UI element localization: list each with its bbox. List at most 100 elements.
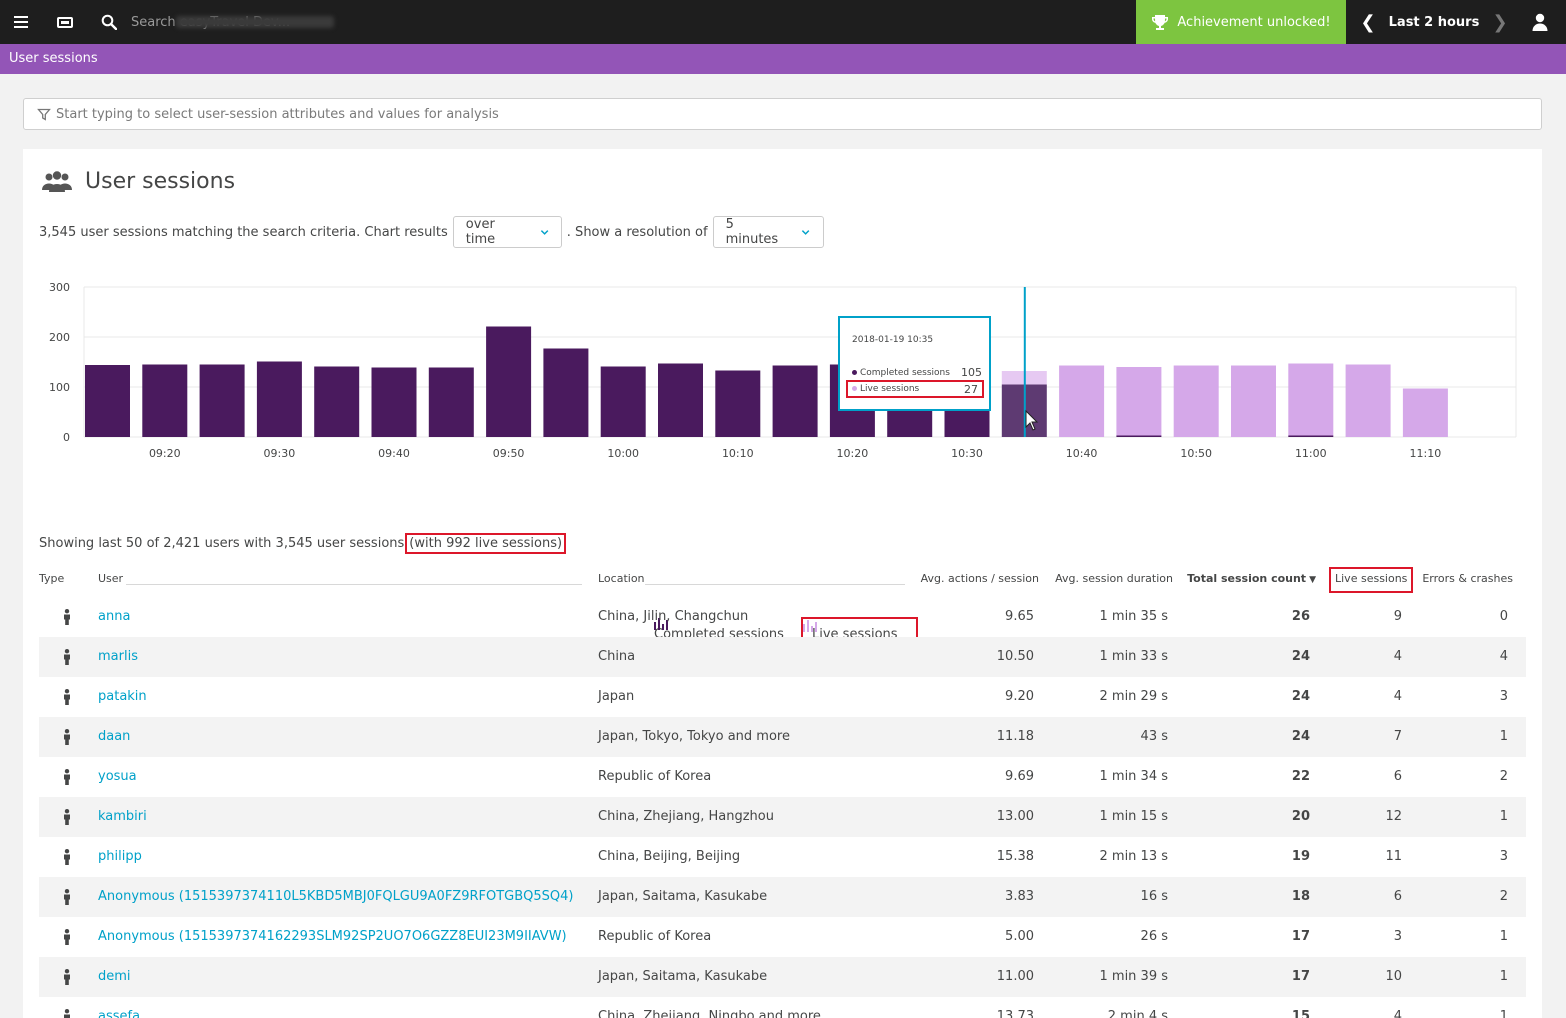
avg-duration-cell: 2 min 4 s [1107, 1009, 1168, 1018]
live-sessions-cell: 11 [1385, 849, 1402, 864]
header-location[interactable]: Location [598, 572, 645, 585]
table-row[interactable]: anna China, Jilin, Changchun 9.65 1 min 35 … [39, 597, 1526, 637]
header-errors-crashes[interactable]: Errors & crashes [1422, 572, 1513, 585]
hamburger-menu-icon[interactable] [8, 0, 34, 44]
tooltip-live-value: 27 [964, 382, 978, 396]
bar-completed-sessions[interactable] [142, 364, 188, 438]
table-row[interactable]: yosua Republic of Korea 9.69 1 min 34 s 22 6 2 [39, 757, 1526, 797]
timeframe-next-icon[interactable]: ❯ [1492, 11, 1508, 33]
location-cell: Japan [598, 689, 635, 704]
sessions-chart[interactable]: 300 200 100 0 09:20 09:30 09:40 09:50 10:00 10:10… [23, 269, 1542, 651]
bar-completed-sessions[interactable] [600, 366, 646, 438]
user-link[interactable]: yosua [98, 769, 137, 784]
errors-cell: 3 [1499, 689, 1508, 704]
chart-mode-dropdown[interactable]: over time [452, 216, 562, 248]
timeframe-prev-icon[interactable]: ❮ [1360, 11, 1376, 33]
sessions-chart-svg[interactable]: 300 200 100 0 09:20 09:30 09:40 09:50 10:00 10:10… [23, 269, 1542, 489]
table-row[interactable]: assefa China, Zhejiang, Ningbo and more 13… [39, 997, 1526, 1018]
timeframe-selector[interactable]: Last 2 hours [1388, 14, 1480, 30]
resolution-value: 5 minutes [725, 217, 779, 247]
bar-live-sessions[interactable] [1059, 365, 1105, 438]
bar-live-sessions[interactable] [1345, 364, 1391, 438]
table-row[interactable]: philipp China, Beijing, Beijing 15.38 2 min… [39, 837, 1526, 877]
person-icon [59, 877, 75, 917]
bar-completed-sessions[interactable] [256, 361, 302, 438]
table-row[interactable]: marlis China 10.50 1 min 33 s 24 4 4 [39, 637, 1526, 677]
breadcrumb-current[interactable]: User sessions [9, 51, 98, 66]
achievement-label: Achievement unlocked! [1177, 14, 1331, 30]
x-tick-label: 10:00 [607, 447, 639, 460]
user-link[interactable]: demi [98, 969, 131, 984]
header-avg-duration[interactable]: Avg. session duration [1055, 572, 1173, 585]
errors-cell: 2 [1499, 889, 1508, 904]
bar-completed-sessions[interactable] [543, 348, 589, 438]
user-link[interactable]: daan [98, 729, 131, 744]
screen-icon[interactable] [54, 0, 76, 44]
total-sessions-cell: 15 [1291, 1009, 1310, 1018]
errors-cell: 1 [1499, 1009, 1508, 1018]
tooltip-completed-value: 105 [961, 366, 982, 379]
table-row[interactable]: Anonymous (1515397374110L5KBD5MBJ0FQLGU9… [39, 877, 1526, 917]
filter-bar[interactable] [23, 98, 1542, 130]
achievement-button[interactable]: Achievement unlocked! [1136, 0, 1346, 44]
bar-completed-sessions[interactable] [772, 365, 818, 438]
user-link[interactable]: Anonymous (1515397374162293SLM92SP2UO7O6… [98, 929, 567, 944]
user-link[interactable]: philipp [98, 849, 142, 864]
x-tick-label: 10:20 [837, 447, 869, 460]
filter-input[interactable] [56, 106, 1541, 122]
table-row[interactable]: patakin Japan 9.20 2 min 29 s 24 4 3 [39, 677, 1526, 717]
errors-cell: 4 [1499, 649, 1508, 664]
errors-cell: 1 [1499, 729, 1508, 744]
bar-live-sessions[interactable] [1231, 365, 1276, 438]
user-link[interactable]: marlis [98, 649, 138, 664]
header-user[interactable]: User [98, 572, 124, 585]
location-cell: China, Zhejiang, Ningbo and more [598, 1009, 821, 1018]
bar-completed-sessions[interactable] [371, 367, 417, 438]
bar-completed-sessions[interactable] [314, 366, 360, 438]
bar-live-sessions[interactable] [1402, 388, 1448, 438]
y-tick-label: 200 [49, 331, 70, 344]
total-sessions-cell: 26 [1291, 609, 1310, 624]
header-avg-actions[interactable]: Avg. actions / session [920, 572, 1039, 585]
bar-live-sessions[interactable] [1116, 367, 1162, 436]
bar-completed-sessions[interactable] [1116, 435, 1162, 438]
tooltip-completed-label: Completed sessions [860, 367, 950, 378]
sort-desc-icon: ▼ [1309, 575, 1316, 585]
user-link[interactable]: anna [98, 609, 131, 624]
live-sessions-cell: 12 [1385, 809, 1402, 824]
user-link[interactable]: patakin [98, 689, 147, 704]
bar-completed-sessions[interactable] [658, 363, 703, 438]
search-icon[interactable] [96, 0, 122, 44]
avg-actions-cell: 11.18 [996, 729, 1034, 744]
table-row[interactable]: kambiri China, Zhejiang, Hangzhou 13.00 1 m… [39, 797, 1526, 837]
bar-live-sessions[interactable] [1173, 365, 1219, 438]
user-link[interactable]: kambiri [98, 809, 147, 824]
avg-duration-cell: 43 s [1140, 729, 1168, 744]
table-row[interactable]: Anonymous (1515397374162293SLM92SP2UO7O6… [39, 917, 1526, 957]
bar-live-sessions[interactable] [1288, 363, 1334, 436]
header-live-sessions[interactable]: Live sessions [1329, 567, 1414, 593]
table-row[interactable]: demi Japan, Saitama, Kasukabe 11.00 1 min 3… [39, 957, 1526, 997]
user-link[interactable]: assefa [98, 1009, 141, 1018]
user-link[interactable]: Anonymous (1515397374110L5KBD5MBJ0FQLGU9… [98, 889, 574, 904]
bar-completed-sessions[interactable] [1288, 435, 1334, 438]
total-sessions-cell: 20 [1291, 809, 1310, 824]
avg-actions-cell: 15.38 [996, 849, 1034, 864]
title-row: User sessions [41, 169, 235, 194]
header-total-session-count[interactable]: Total session count ▼ [1187, 572, 1316, 585]
user-account-icon[interactable] [1530, 12, 1550, 32]
resolution-dropdown[interactable]: 5 minutes [712, 216, 824, 248]
bar-completed-sessions[interactable] [715, 370, 761, 438]
bar-completed-sessions[interactable] [486, 326, 532, 438]
bar-chart-icon [803, 620, 817, 632]
person-icon [59, 997, 75, 1018]
x-tick-label: 09:50 [493, 447, 525, 460]
bar-completed-sessions[interactable] [85, 365, 130, 437]
bar-completed-sessions[interactable] [199, 364, 245, 438]
table-header: Type User Location Avg. actions / sessio… [39, 567, 1526, 593]
x-tick-label: 11:10 [1410, 447, 1442, 460]
total-sessions-cell: 22 [1291, 769, 1310, 784]
table-row[interactable]: daan Japan, Tokyo, Tokyo and more 11.18 43 … [39, 717, 1526, 757]
bar-completed-sessions[interactable] [428, 367, 474, 438]
header-type: Type [39, 572, 65, 585]
